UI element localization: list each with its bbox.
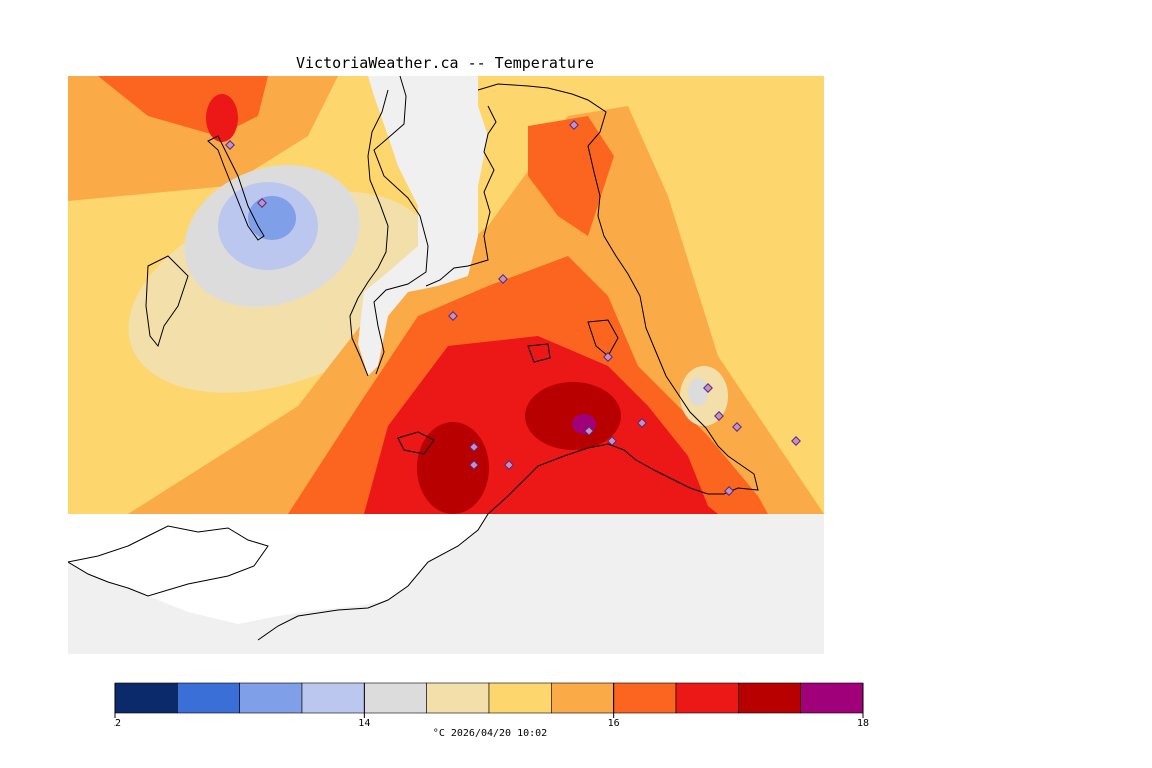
colorbar-swatch <box>800 682 864 714</box>
colorbar-tick-label: 16 <box>608 718 620 729</box>
colorbar-swatches <box>114 682 864 714</box>
colorbar-swatch <box>488 682 552 714</box>
colorbar-swatch <box>613 682 677 714</box>
station-markers <box>225 120 801 496</box>
temperature-map <box>68 76 824 654</box>
colorbar-tick-label: 14 <box>358 718 370 729</box>
colorbar-swatch <box>675 682 739 714</box>
coastline <box>68 76 759 641</box>
colorbar-swatch <box>738 682 801 714</box>
page-title: VictoriaWeather.ca -- Temperature <box>295 54 594 72</box>
colorbar-ticks: 12 14 16 18 <box>114 683 869 729</box>
temperature-field <box>68 76 824 514</box>
colorbar-caption: °C 2026/04/20 10:02 <box>432 728 548 739</box>
colorbar-tick-label: 12 <box>114 718 121 729</box>
colorbar-swatch <box>177 682 240 714</box>
colorbar-tick-label: 18 <box>857 718 869 729</box>
temperature-colorbar: 12 14 16 18 <box>114 682 869 729</box>
colorbar-swatch <box>114 682 178 714</box>
colorbar-swatch <box>364 682 427 714</box>
colorbar-swatch <box>551 682 614 714</box>
colorbar-swatch <box>239 682 303 714</box>
colorbar-swatch <box>301 682 365 714</box>
colorbar-swatch <box>426 682 490 714</box>
